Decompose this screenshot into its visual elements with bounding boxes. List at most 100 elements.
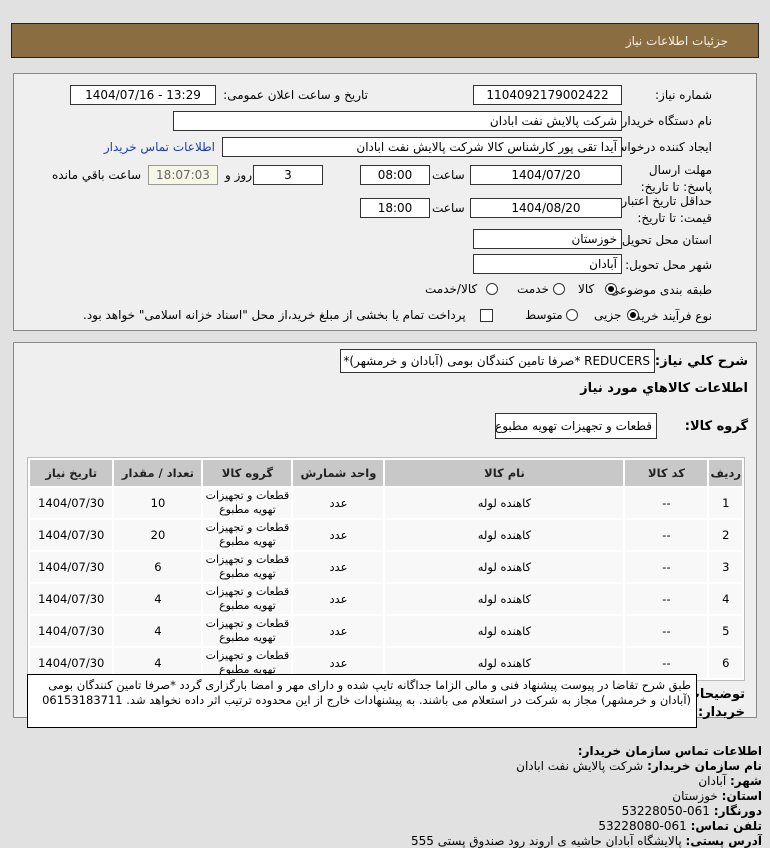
contact-value: 061-53228080: [598, 819, 687, 833]
category-radio-service[interactable]: [553, 283, 565, 298]
page-header: جزئیات اطلاعات نیاز: [11, 23, 759, 58]
quantity-cell: 20: [114, 520, 202, 550]
validity-label: حداقل تاریخ اعتبار قیمت: تا تاریخ:: [621, 194, 712, 225]
need-date-cell: 1404/07/30: [30, 616, 113, 646]
unit-cell: عدد: [293, 648, 384, 678]
notes-label: توضیحات خریدار:: [686, 687, 745, 720]
contact-line: تلفن تماس: 061-53228080: [598, 819, 762, 833]
col-date-header: تاریخ نیاز: [30, 460, 113, 486]
process-medium-label: متوسط: [525, 308, 563, 322]
item-code-cell: --: [625, 648, 708, 678]
contact-line: شهر: آبادان: [698, 774, 762, 788]
creator-field[interactable]: آیدا تقی پور کارشناس کالا شرکت پالایش نف…: [222, 137, 622, 157]
buyer-field[interactable]: شرکت پالایش نفت ابادان: [173, 111, 622, 131]
group-field: قطعات و تجهیزات تهویه مطبوع: [495, 413, 657, 439]
need-date-cell: 1404/07/30: [30, 488, 113, 518]
goods-table: ردیف کد کالا نام کالا واحد شمارش گروه کا…: [28, 458, 744, 680]
validity-time-label: ساعت: [432, 201, 465, 215]
table-header-row: ردیف کد کالا نام کالا واحد شمارش گروه کا…: [30, 460, 742, 486]
goods-title: اطلاعات كالاهاي مورد نياز: [580, 381, 748, 396]
need-number-field[interactable]: 1104092179002422: [473, 85, 622, 105]
item-group-cell: قطعات و تجهیزات تهویه مطبوع: [203, 584, 292, 614]
item-group-cell: قطعات و تجهیزات تهویه مطبوع: [203, 552, 292, 582]
quantity-cell: 10: [114, 488, 202, 518]
table-row: 5 -- کاهنده لوله عدد قطعات و تجهیزات تهویه م…: [30, 616, 742, 646]
item-code-cell: --: [625, 488, 708, 518]
days-label: روز و: [225, 168, 252, 182]
days-field[interactable]: 3: [253, 165, 323, 185]
contact-value: 061-53228050: [621, 804, 710, 818]
unit-cell: عدد: [293, 520, 384, 550]
contact-title: اطلاعات تماس سازمان خریدار:: [577, 744, 762, 758]
contact-line: نام سازمان خریدار: شرکت پالایش نفت ابادا…: [516, 759, 762, 773]
contact-value: پالایشگاه آبادان حاشیه ی اروند رود صندوق…: [411, 834, 682, 848]
province-field[interactable]: خوزستان: [473, 229, 622, 249]
table-row: 2 -- کاهنده لوله عدد قطعات و تجهیزات تهویه م…: [30, 520, 742, 550]
item-name-cell: کاهنده لوله: [385, 488, 624, 518]
deadline-date-field[interactable]: 1404/07/20: [470, 165, 622, 185]
need-date-cell: 1404/07/30: [30, 584, 113, 614]
item-name-cell: کاهنده لوله: [385, 552, 624, 582]
validity-date-field[interactable]: 1404/08/20: [470, 198, 622, 218]
item-group-cell: قطعات و تجهیزات تهویه مطبوع: [203, 616, 292, 646]
city-field[interactable]: آبادان: [473, 254, 622, 274]
deadline-time-field[interactable]: 08:00: [360, 165, 430, 185]
deadline-label: مهلت ارسال پاسخ: تا تاریخ:: [640, 163, 712, 194]
contact-label: شهر:: [730, 774, 762, 788]
contact-label: استان:: [721, 789, 762, 803]
category-goods-label: کالا: [578, 282, 595, 296]
item-code-cell: --: [625, 520, 708, 550]
contact-label: نام سازمان خریدار:: [647, 759, 762, 773]
group-label: گروه کالا:: [684, 419, 748, 434]
deadline-time-label: ساعت: [432, 168, 465, 182]
item-code-cell: --: [625, 552, 708, 582]
table-row: 3 -- کاهنده لوله عدد قطعات و تجهیزات تهویه م…: [30, 552, 742, 582]
category-both-label: کالا/خدمت: [425, 282, 478, 296]
quantity-cell: 4: [114, 616, 202, 646]
treasury-payment-checkbox[interactable]: [480, 309, 493, 322]
contact-line: دورنگار: 061-53228050: [622, 804, 762, 818]
contact-line: آدرس پستی: پالایشگاه آبادان حاشیه ی ارون…: [411, 834, 762, 848]
row-number-cell: 1: [709, 488, 742, 518]
contact-label: آدرس پستی:: [685, 834, 762, 848]
quantity-cell: 6: [114, 552, 202, 582]
validity-time-field[interactable]: 18:00: [360, 198, 430, 218]
item-group-cell: قطعات و تجهیزات تهویه مطبوع: [203, 648, 292, 678]
contact-value: آبادان: [698, 774, 727, 788]
unit-cell: عدد: [293, 584, 384, 614]
page-title: جزئیات اطلاعات نیاز: [625, 34, 728, 48]
col-code-header: کد کالا: [625, 460, 708, 486]
category-radio-goods[interactable]: [605, 283, 617, 298]
buyer-contact-link[interactable]: اطلاعات تماس خریدار: [103, 140, 215, 154]
need-date-cell: 1404/07/30: [30, 648, 113, 678]
buyer-label: نام دستگاه خریدار:: [617, 114, 713, 128]
remaining-timer: 18:07:03: [148, 165, 218, 185]
row-number-cell: 4: [709, 584, 742, 614]
col-name-header: نام کالا: [385, 460, 624, 486]
quantity-cell: 4: [114, 648, 202, 678]
process-radio-medium[interactable]: [566, 309, 578, 324]
process-label: نوع فرآیند خرید :: [627, 309, 712, 323]
row-number-cell: 6: [709, 648, 742, 678]
row-number-cell: 5: [709, 616, 742, 646]
table-row: 1 -- کاهنده لوله عدد قطعات و تجهیزات تهویه م…: [30, 488, 742, 518]
need-date-cell: 1404/07/30: [30, 552, 113, 582]
item-group-cell: قطعات و تجهیزات تهویه مطبوع: [203, 488, 292, 518]
col-qty-header: تعداد / مقدار: [114, 460, 202, 486]
contact-label: دورنگار:: [713, 804, 762, 818]
item-name-cell: کاهنده لوله: [385, 520, 624, 550]
item-code-cell: --: [625, 616, 708, 646]
item-name-cell: کاهنده لوله: [385, 584, 624, 614]
announce-field[interactable]: 1404/07/16 - 13:29: [70, 85, 216, 105]
contact-line: استان: خوزستان: [672, 789, 762, 803]
goods-table-container: ردیف کد کالا نام کالا واحد شمارش گروه کا…: [27, 457, 745, 681]
item-group-cell: قطعات و تجهیزات تهویه مطبوع: [203, 520, 292, 550]
category-radio-both[interactable]: [486, 283, 498, 298]
need-date-cell: 1404/07/30: [30, 520, 113, 550]
item-name-cell: کاهنده لوله: [385, 648, 624, 678]
need-number-label: شماره نیاز:: [655, 88, 712, 102]
col-unit-header: واحد شمارش: [293, 460, 384, 486]
category-service-label: خدمت: [517, 282, 549, 296]
province-label: استان محل تحویل:: [617, 233, 712, 247]
process-radio-minor[interactable]: [627, 309, 639, 324]
